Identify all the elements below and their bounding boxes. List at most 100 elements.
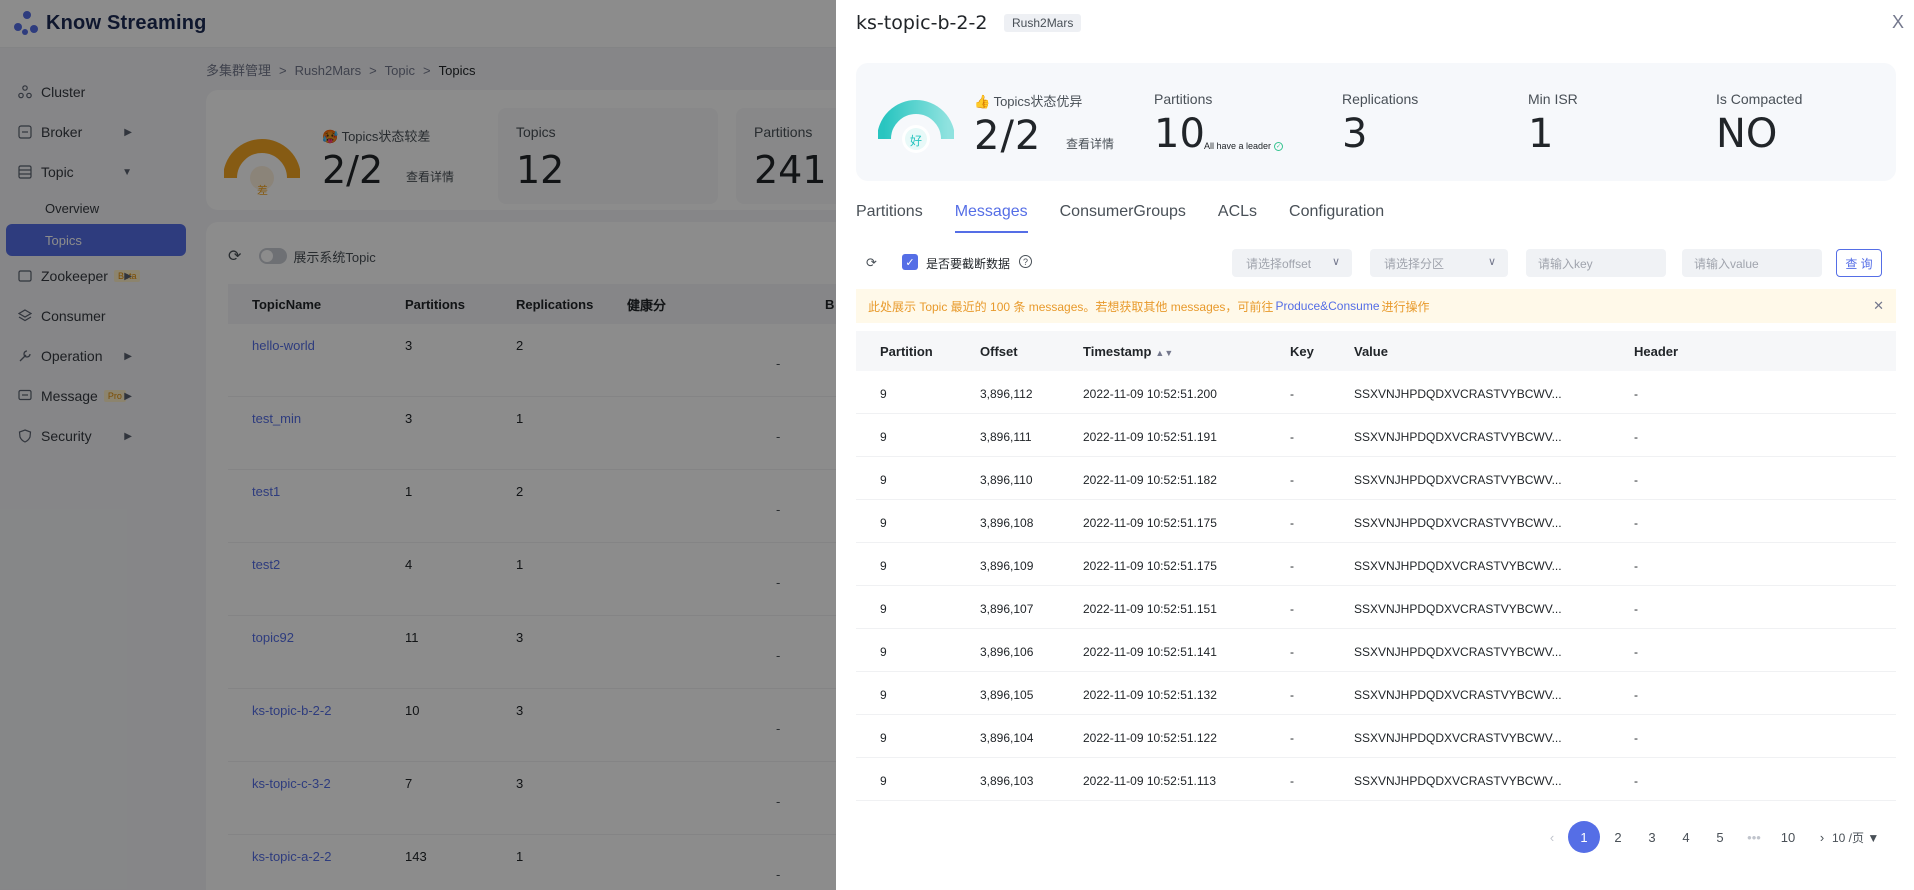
- sidebar-item-message[interactable]: Message Pro ▶: [0, 376, 194, 416]
- chevron-right-icon: ▶: [124, 351, 132, 362]
- timestamp-header[interactable]: Timestamp ▲▼: [1083, 344, 1174, 359]
- message-filters: ⟳ ✓ 是否要截断数据 ? 请选择offset ∨ 请选择分区 ∨ 请输入key…: [856, 247, 1896, 277]
- cell-value[interactable]: SSXVNJHPDQDXVCRASTVYBCWV...: [1354, 559, 1562, 573]
- sidebar-item-security[interactable]: Security ▶: [0, 416, 194, 456]
- table-row[interactable]: 9 3,896,112 2022-11-09 10:52:51.200 - SSXVNJ…: [856, 371, 1896, 414]
- cell-timestamp: 2022-11-09 10:52:51.122: [1083, 731, 1217, 745]
- page-size-select[interactable]: 10 /页 ▼: [1832, 831, 1880, 845]
- shield-icon: [18, 429, 32, 443]
- list-toolbar: ⟳ 展示系统Topic: [228, 246, 376, 266]
- breadcrumb-item[interactable]: Rush2Mars: [294, 63, 362, 78]
- page-1[interactable]: 1: [1568, 821, 1600, 853]
- table-body: 9 3,896,112 2022-11-09 10:52:51.200 - SSXVNJ…: [856, 371, 1896, 801]
- topic-summary: 好 👍 Topics状态优异 2/2 查看详情 Partitions 10 Al…: [856, 63, 1896, 181]
- truncate-checkbox[interactable]: ✓: [902, 254, 918, 270]
- chevron-right-icon: ▶: [124, 431, 132, 442]
- sidebar-item-operation[interactable]: Operation ▶: [0, 336, 194, 376]
- chevron-right-icon: ▶: [124, 391, 132, 402]
- table-row[interactable]: 9 3,896,103 2022-11-09 10:52:51.113 - SSXVNJ…: [856, 758, 1896, 801]
- show-system-label: 展示系统Topic: [293, 249, 376, 265]
- cell-value[interactable]: SSXVNJHPDQDXVCRASTVYBCWV...: [1354, 731, 1562, 745]
- cell-header: -: [1634, 688, 1638, 702]
- stat-topics: Topics 12: [498, 108, 718, 204]
- page-5[interactable]: 5: [1716, 829, 1724, 845]
- cell-value[interactable]: SSXVNJHPDQDXVCRASTVYBCWV...: [1354, 688, 1562, 702]
- page-3[interactable]: 3: [1648, 829, 1656, 845]
- sidebar-item-consumer[interactable]: Consumer: [0, 296, 194, 336]
- sidebar-item-topic[interactable]: Topic ▼: [0, 152, 194, 192]
- cell-offset: 3,896,103: [980, 774, 1034, 788]
- query-button[interactable]: 查 询: [1836, 249, 1882, 277]
- table-row[interactable]: 9 3,896,111 2022-11-09 10:52:51.191 - SSXVNJ…: [856, 414, 1896, 457]
- cell-value[interactable]: SSXVNJHPDQDXVCRASTVYBCWV...: [1354, 387, 1562, 401]
- table-row[interactable]: 9 3,896,108 2022-11-09 10:52:51.175 - SSXVNJ…: [856, 500, 1896, 543]
- messages-table: Partition Offset Timestamp ▲▼ Key Value H…: [856, 331, 1896, 801]
- page-10[interactable]: 10: [1780, 829, 1796, 845]
- beta-badge: Beta: [113, 270, 141, 282]
- zookeeper-icon: [18, 269, 32, 283]
- cell-value[interactable]: SSXVNJHPDQDXVCRASTVYBCWV...: [1354, 602, 1562, 616]
- partition-select[interactable]: 请选择分区 ∨: [1370, 249, 1508, 277]
- cell-value[interactable]: SSXVNJHPDQDXVCRASTVYBCWV...: [1354, 645, 1562, 659]
- table-row[interactable]: 9 3,896,110 2022-11-09 10:52:51.182 - SSXVNJ…: [856, 457, 1896, 500]
- sort-icon: ▲▼: [1155, 348, 1174, 358]
- breadcrumb-item[interactable]: 多集群管理: [206, 63, 272, 78]
- cell-offset: 3,896,110: [980, 473, 1033, 487]
- sidebar-item-cluster[interactable]: Cluster: [0, 72, 194, 112]
- cell-header: -: [1634, 516, 1638, 530]
- tab-messages[interactable]: Messages: [954, 203, 1028, 233]
- breadcrumb: 多集群管理 > Rush2Mars > Topic > Topics: [206, 63, 476, 78]
- cell-value[interactable]: SSXVNJHPDQDXVCRASTVYBCWV...: [1354, 774, 1562, 788]
- table-row[interactable]: 9 3,896,109 2022-11-09 10:52:51.175 - SSXVNJ…: [856, 543, 1896, 586]
- refresh-icon[interactable]: ⟳: [866, 255, 877, 270]
- help-icon[interactable]: ?: [1019, 255, 1032, 268]
- cell-value[interactable]: SSXVNJHPDQDXVCRASTVYBCWV...: [1354, 473, 1562, 487]
- cell-value[interactable]: SSXVNJHPDQDXVCRASTVYBCWV...: [1354, 516, 1562, 530]
- key-input[interactable]: 请输入key: [1526, 249, 1666, 277]
- refresh-icon[interactable]: ⟳: [228, 248, 242, 265]
- tab-acls[interactable]: ACLs: [1217, 203, 1258, 220]
- page-2[interactable]: 2: [1614, 829, 1622, 845]
- breadcrumb-item[interactable]: Topic: [384, 63, 416, 78]
- sidebar-item-label: Broker: [41, 124, 83, 140]
- health-grade: 好: [910, 134, 923, 148]
- check-circle-icon: ✓: [1274, 141, 1284, 151]
- table-row[interactable]: 9 3,896,105 2022-11-09 10:52:51.132 - SSXVNJ…: [856, 672, 1896, 715]
- caret-down-icon: ▼: [1867, 831, 1880, 845]
- table-row[interactable]: 9 3,896,107 2022-11-09 10:52:51.151 - SSXVNJ…: [856, 586, 1896, 629]
- table-row[interactable]: 9 3,896,104 2022-11-09 10:52:51.122 - SSXVNJ…: [856, 715, 1896, 758]
- sidebar-item-zookeeper[interactable]: Zookeeper Beta ▶: [0, 256, 194, 296]
- cell-key: -: [1290, 731, 1294, 745]
- close-icon[interactable]: X: [1891, 12, 1904, 32]
- sidebar-item-broker[interactable]: Broker ▶: [0, 112, 194, 152]
- table-row[interactable]: 9 3,896,106 2022-11-09 10:52:51.141 - SSXVNJ…: [856, 629, 1896, 672]
- pro-badge: Pro: [103, 390, 126, 402]
- cell-offset: 3,896,111: [980, 430, 1032, 444]
- message-icon: [18, 389, 32, 403]
- cell-partition: 9: [880, 430, 887, 444]
- value-input[interactable]: 请输入value: [1682, 249, 1822, 277]
- prev-page-icon[interactable]: ‹: [1549, 829, 1555, 845]
- tab-consumergroups[interactable]: ConsumerGroups: [1059, 203, 1186, 220]
- tab-partitions[interactable]: Partitions: [856, 203, 923, 220]
- cell-timestamp: 2022-11-09 10:52:51.175: [1083, 559, 1217, 573]
- page-4[interactable]: 4: [1682, 829, 1690, 845]
- detail-link[interactable]: 查看详情: [406, 170, 455, 184]
- detail-link[interactable]: 查看详情: [1066, 137, 1115, 151]
- sidebar-item-overview[interactable]: Overview: [45, 200, 100, 216]
- stat-replications: Replications 3: [1342, 91, 1419, 157]
- broker-icon: [18, 125, 32, 139]
- produce-consume-link[interactable]: Produce&Consume: [1275, 299, 1380, 313]
- sidebar-item-label: Topic: [41, 164, 74, 180]
- show-system-toggle[interactable]: [259, 248, 288, 264]
- cell-partition: 9: [880, 473, 887, 487]
- sidebar-item-label: Security: [41, 428, 92, 444]
- sidebar-item-topics[interactable]: Topics: [6, 224, 186, 256]
- next-page-icon[interactable]: ›: [1819, 829, 1825, 845]
- cell-value[interactable]: SSXVNJHPDQDXVCRASTVYBCWV...: [1354, 430, 1562, 444]
- close-icon[interactable]: ✕: [1873, 298, 1884, 313]
- tab-configuration[interactable]: Configuration: [1289, 203, 1385, 220]
- offset-select[interactable]: 请选择offset ∨: [1232, 249, 1352, 277]
- table-row[interactable]: ks-topic-a-2-2 143 1-: [228, 835, 1908, 890]
- page-ellipsis[interactable]: •••: [1747, 829, 1761, 845]
